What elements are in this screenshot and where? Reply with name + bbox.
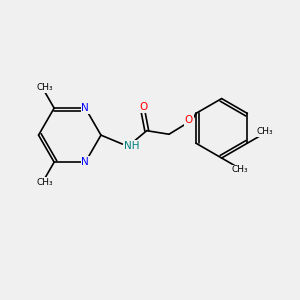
Text: O: O — [139, 103, 147, 112]
Text: N: N — [82, 157, 89, 167]
Text: CH₃: CH₃ — [257, 127, 273, 136]
Text: CH₃: CH₃ — [231, 165, 248, 174]
Text: O: O — [185, 115, 193, 125]
Text: NH: NH — [124, 140, 140, 151]
Text: CH₃: CH₃ — [37, 83, 53, 92]
Text: CH₃: CH₃ — [37, 178, 53, 187]
Text: N: N — [82, 103, 89, 113]
